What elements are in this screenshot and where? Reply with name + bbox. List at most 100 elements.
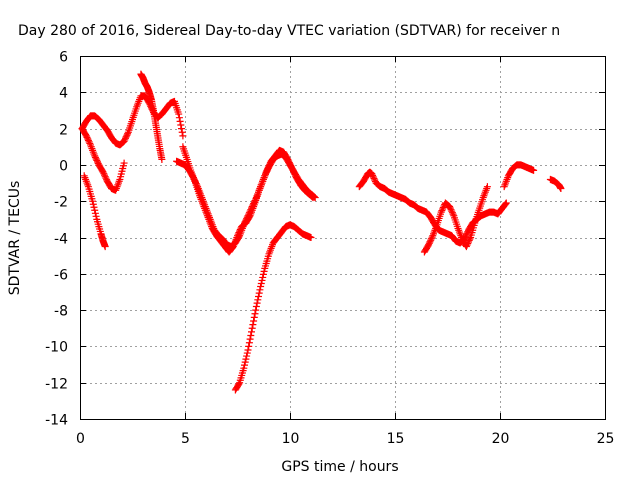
data-point xyxy=(158,155,166,163)
data-point xyxy=(255,292,262,300)
data-point xyxy=(465,237,473,245)
data-point xyxy=(260,267,268,275)
data-series xyxy=(78,92,187,149)
data-point xyxy=(557,184,565,192)
data-point xyxy=(502,200,510,208)
data-point xyxy=(247,332,255,340)
data-point xyxy=(176,117,184,125)
data-point xyxy=(371,176,379,184)
chart-title: Day 280 of 2016, Sidereal Day-to-day VTE… xyxy=(18,23,560,39)
data-point xyxy=(86,139,94,147)
data-point xyxy=(121,136,129,144)
data-point xyxy=(102,174,110,182)
data-point xyxy=(89,197,97,205)
data-point xyxy=(308,192,316,200)
data-point xyxy=(89,200,97,208)
data-point xyxy=(263,166,271,174)
data-point xyxy=(243,349,251,357)
x-tick-label: 5 xyxy=(181,431,190,447)
data-point xyxy=(255,289,263,297)
data-point xyxy=(91,206,99,214)
y-tick-label: 0 xyxy=(59,159,68,175)
y-tick-label: -14 xyxy=(45,413,68,429)
data-point xyxy=(242,355,250,363)
data-series xyxy=(80,172,109,251)
data-point xyxy=(285,157,293,165)
data-point xyxy=(91,152,99,160)
plot-frame xyxy=(80,56,606,420)
y-tick-label: -12 xyxy=(45,377,68,393)
y-tick-label: 4 xyxy=(59,86,68,102)
data-point xyxy=(94,158,101,166)
data-point xyxy=(175,110,183,118)
data-point xyxy=(439,204,447,212)
data-series xyxy=(500,161,538,191)
axis-ticks xyxy=(80,56,606,420)
data-point xyxy=(462,243,470,251)
data-point xyxy=(178,125,185,133)
data-point xyxy=(463,241,471,249)
data-point xyxy=(251,310,259,318)
data-point xyxy=(259,270,267,278)
data-point xyxy=(250,313,258,321)
data-point xyxy=(285,158,293,166)
data-point xyxy=(122,134,129,142)
y-tick-label: -6 xyxy=(54,268,68,284)
data-point xyxy=(101,243,109,251)
data-point xyxy=(368,170,376,178)
data-point xyxy=(257,279,265,287)
data-point xyxy=(179,132,187,140)
x-tick-label: 20 xyxy=(492,431,510,447)
data-point xyxy=(100,170,108,178)
data-series xyxy=(78,125,128,194)
y-tick-label: -4 xyxy=(54,232,68,248)
data-point xyxy=(437,208,445,216)
data-point xyxy=(448,209,456,217)
data-point xyxy=(369,171,377,179)
data-point xyxy=(288,165,296,173)
data-point xyxy=(252,306,260,314)
data-point xyxy=(427,235,435,243)
data-point xyxy=(250,317,258,325)
data-point xyxy=(370,175,378,183)
data-point xyxy=(291,171,299,179)
data-point xyxy=(446,203,454,211)
y-tick-labels: -14 -12 -10 -8 -6 -4 -2 0 2 4 6 xyxy=(45,50,68,429)
x-tick-labels: 0 5 10 15 20 25 xyxy=(76,431,614,447)
data-point xyxy=(286,160,294,168)
data-point xyxy=(92,212,100,220)
data-point xyxy=(439,205,447,213)
data-point xyxy=(446,204,454,212)
data-point xyxy=(447,206,455,214)
data-point xyxy=(465,238,472,246)
data-point xyxy=(84,136,92,144)
data-point xyxy=(290,168,297,176)
data-point xyxy=(425,241,433,249)
data-point xyxy=(235,380,243,388)
data-point xyxy=(252,302,260,310)
data-point xyxy=(289,166,297,174)
data-point xyxy=(245,339,253,347)
data-point xyxy=(101,171,108,179)
data-point xyxy=(248,328,255,336)
data-point xyxy=(236,226,244,234)
data-point xyxy=(369,173,377,181)
grid-lines xyxy=(80,56,605,419)
data-point xyxy=(91,209,99,217)
data-point xyxy=(483,183,491,191)
data-point xyxy=(249,321,257,329)
data-point xyxy=(236,227,244,235)
data-point xyxy=(264,165,272,173)
data-point xyxy=(245,342,253,350)
y-tick-label: -2 xyxy=(54,195,68,211)
data-point xyxy=(120,137,128,145)
data-point xyxy=(502,199,510,207)
data-point xyxy=(426,238,434,246)
data-point xyxy=(248,324,256,332)
x-tick-label: 25 xyxy=(597,431,615,447)
data-point xyxy=(425,239,433,247)
data-point xyxy=(91,153,99,161)
data-point xyxy=(92,155,100,163)
y-axis-label: SDTVAR / TECUs xyxy=(7,181,23,296)
